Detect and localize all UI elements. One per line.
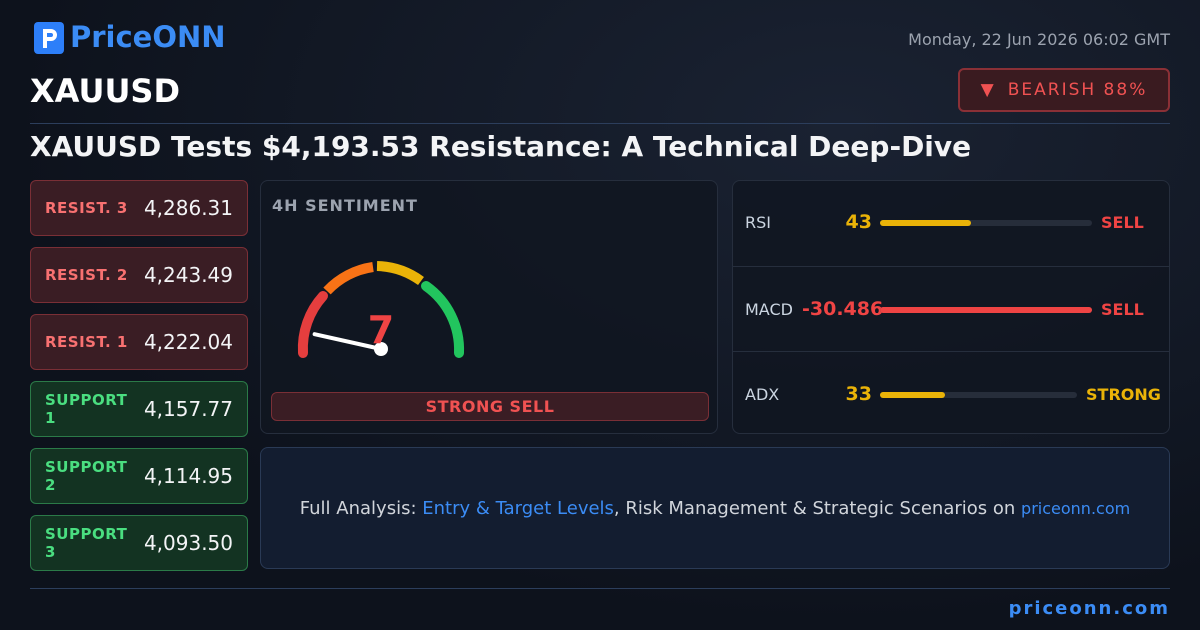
level-box: RESIST. 2 4,243.49	[30, 247, 248, 303]
headline: XAUUSD Tests $4,193.53 Resistance: A Tec…	[30, 130, 972, 163]
indicator-track	[880, 306, 1092, 313]
badge: ▼ BEARISH 88%	[958, 68, 1170, 112]
cta-rest: , Risk Management & Strategic Scenarios …	[613, 497, 1016, 519]
sentiment-title: 4H SENTIMENT	[272, 196, 418, 215]
level-value: 4,243.49	[143, 263, 233, 287]
footer-site[interactable]: priceonn.com	[1008, 598, 1170, 619]
logo[interactable]: PriceONN	[70, 20, 226, 54]
cta-panel: Full Analysis: Entry & Target Levels, Ri…	[260, 447, 1170, 569]
level-value: 4,222.04	[143, 330, 233, 354]
indicator-signal: SELL	[1101, 299, 1144, 319]
level-label: SUPPORT 2	[45, 458, 128, 494]
indicator-name: ADX	[745, 385, 780, 404]
level-box: SUPPORT 1 4,157.77	[30, 381, 248, 437]
gauge-score: 7	[368, 308, 394, 352]
level-label: RESIST. 3	[45, 199, 128, 217]
badge-arrow: ▼	[980, 80, 996, 100]
indicator-signal: STRONG	[1086, 385, 1161, 404]
footer-divider	[30, 588, 1170, 589]
level-label: SUPPORT 1	[45, 391, 128, 427]
level-value: 4,114.95	[143, 464, 233, 488]
cta-lead: Full Analysis:	[299, 497, 417, 519]
gauge-needle	[312, 332, 383, 351]
gauge-hub	[374, 342, 388, 356]
badge-text: BEARISH 88%	[1007, 80, 1148, 100]
level-value: 4,157.77	[143, 397, 233, 421]
level-box: RESIST. 3 4,286.31	[30, 180, 248, 236]
indicator-track	[880, 392, 1077, 398]
symbol: XAUUSD	[30, 72, 181, 110]
indicator-row: RSI 43 SELL	[732, 180, 1170, 265]
indicator-row: ADX 33 STRONG	[732, 351, 1170, 437]
date: Monday, 22 Jun 2026 06:02 GMT	[908, 30, 1170, 49]
indicator-bar	[880, 306, 1092, 313]
cta-site[interactable]: priceonn.com	[1021, 498, 1131, 518]
level-box: RESIST. 1 4,222.04	[30, 314, 248, 370]
level-box: SUPPORT 3 4,093.50	[30, 515, 248, 571]
level-value: 4,093.50	[143, 531, 233, 555]
level-label: SUPPORT 3	[45, 525, 128, 561]
indicator-value: -30.486	[802, 297, 884, 320]
indicator-bar	[880, 392, 945, 398]
logo-glyph	[43, 29, 57, 48]
indicator-name: MACD	[745, 299, 793, 319]
indicator-value: 43	[845, 211, 872, 233]
level-label: RESIST. 1	[45, 333, 128, 351]
indicator-name: RSI	[745, 213, 771, 232]
indicator-row: MACD -30.486 SELL	[732, 265, 1170, 352]
verdict: STRONG SELL	[271, 392, 709, 421]
logo-icon	[34, 22, 64, 54]
cta-link[interactable]: Entry & Target Levels	[422, 497, 614, 519]
level-label: RESIST. 2	[45, 266, 128, 284]
indicator-value: 33	[845, 383, 872, 405]
gauge: 7	[297, 261, 465, 358]
sentiment-panel: 4H SENTIMENT 7 STRONG SELL	[260, 180, 718, 434]
indicator-bar	[880, 220, 972, 226]
divider	[30, 123, 1170, 124]
level-box: SUPPORT 2 4,114.95	[30, 448, 248, 504]
indicator-track	[880, 220, 1092, 226]
level-value: 4,286.31	[143, 196, 233, 220]
indicator-signal: SELL	[1101, 213, 1144, 232]
